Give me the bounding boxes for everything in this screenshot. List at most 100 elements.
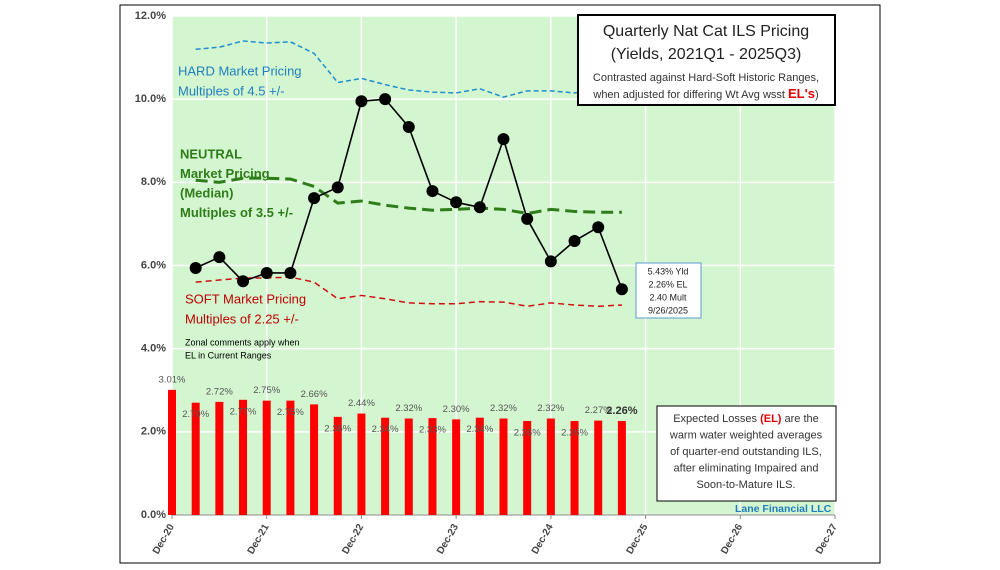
y-tick-label: 12.0% — [135, 10, 166, 22]
title-box — [577, 14, 836, 106]
point-marker — [237, 275, 250, 288]
bar — [168, 389, 176, 515]
el-note-part: Soon-to-Mature ILS. — [696, 479, 795, 491]
bar — [239, 399, 248, 515]
line — [195, 40, 622, 98]
el-note: of quarter-end outstanding ILS, — [670, 446, 822, 458]
bar-value-label: 2.34% — [372, 424, 399, 435]
chart-subtitle: when adjusted for differing Wt Avg wsst … — [592, 86, 818, 101]
bar-value-label: 2.75% — [253, 385, 280, 396]
el-note: after eliminating Impaired and — [674, 462, 819, 474]
y-tick-label: 6.0% — [141, 259, 166, 271]
point-marker — [450, 196, 463, 209]
point-marker — [284, 266, 297, 279]
bar-value-label: 2.26% — [561, 428, 588, 439]
soft-label: Multiples of 2.25 +/- — [185, 311, 299, 326]
bar — [475, 417, 484, 515]
bar — [452, 419, 461, 515]
bar — [381, 417, 390, 515]
y-tick-label: 10.0% — [135, 93, 166, 105]
el-note: Expected Losses (EL) are the — [673, 413, 819, 425]
bar-value-label: 2.70% — [182, 409, 209, 420]
bar-value-label: 2.66% — [301, 389, 328, 400]
chart-subtitle-part: EL's — [788, 86, 815, 101]
chart-subtitle-part: Contrasted against Hard-Soft Historic Ra… — [593, 72, 819, 84]
point-marker — [426, 185, 439, 198]
callout-text: 5.43% Yld — [648, 266, 689, 276]
soft-label: SOFT Market Pricing — [185, 291, 306, 306]
bar-value-label: 3.01% — [159, 374, 186, 385]
source: Lane Financial LLC — [735, 503, 832, 515]
neutral-label: Market Pricing — [180, 166, 270, 181]
el-note-part: (EL) — [760, 413, 782, 425]
bar — [357, 413, 366, 515]
chart-subtitle: Contrasted against Hard-Soft Historic Ra… — [593, 72, 819, 84]
chart-title: (Yields, 2021Q1 - 2025Q3) — [611, 46, 802, 63]
bar — [215, 401, 224, 515]
point-marker — [355, 95, 368, 108]
point-marker — [308, 192, 321, 205]
el-note-part: of quarter-end outstanding ILS, — [670, 446, 822, 458]
el-note-part: after eliminating Impaired and — [674, 462, 819, 474]
point-marker — [497, 133, 510, 146]
bar — [523, 421, 532, 515]
point-marker — [544, 255, 557, 268]
el-note: warm water weighted averages — [669, 429, 823, 441]
bar-value-label: 2.26% — [514, 428, 541, 439]
point-marker — [189, 261, 202, 274]
point-marker — [213, 251, 226, 264]
y-tick-label: 0.0% — [141, 509, 166, 521]
callout-text: 9/26/2025 — [648, 305, 688, 315]
el-note-box — [656, 405, 837, 502]
bar-value-label: 2.30% — [443, 404, 470, 415]
bar — [499, 418, 508, 515]
point-marker — [473, 201, 486, 214]
bar-value-label: 2.75% — [277, 407, 304, 418]
callout-text: 2.26% EL — [648, 279, 687, 289]
point-marker — [592, 221, 605, 234]
bar — [191, 402, 200, 515]
point-marker — [260, 266, 273, 279]
point-marker — [379, 93, 392, 106]
callout-box — [635, 262, 702, 319]
bar — [404, 418, 413, 515]
bar-value-label: 2.27% — [585, 405, 612, 416]
point-marker — [568, 234, 581, 247]
zonal-note: EL in Current Ranges — [185, 350, 272, 360]
el-note-part: Expected Losses — [673, 413, 760, 425]
hard-label: HARD Market Pricing — [178, 63, 302, 78]
neutral-label: (Median) — [180, 185, 233, 200]
bar-value-label: 2.32% — [537, 403, 564, 414]
bar-value-label: 2.44% — [348, 398, 375, 409]
bar-value-label: 2.77% — [230, 406, 257, 417]
bar — [262, 400, 271, 515]
el-note-part: warm water weighted averages — [669, 429, 823, 441]
bar — [570, 421, 579, 515]
y-tick-label: 4.0% — [141, 343, 166, 355]
point-marker — [402, 121, 415, 134]
callout-text: 2.40 Mult — [649, 292, 687, 302]
point-marker — [521, 212, 534, 225]
y-tick-label: 2.0% — [141, 426, 166, 438]
neutral-label: NEUTRAL — [180, 146, 242, 161]
el-note: Soon-to-Mature ILS. — [696, 479, 795, 491]
annotations: HARD Market Pricing Multiples of 4.5 +/- N… — [178, 14, 837, 515]
zonal-note: Zonal comments apply when — [185, 337, 300, 347]
bar-value-label: 2.32% — [490, 403, 517, 414]
hard-label: Multiples of 4.5 +/- — [178, 83, 285, 98]
bar — [617, 421, 626, 515]
el-note-part: are the — [781, 413, 818, 425]
y-tick-label: 8.0% — [141, 176, 166, 188]
bar-value-label: 2.26% — [606, 405, 637, 417]
chart-title: Quarterly Nat Cat ILS Pricing — [603, 23, 809, 40]
chart-subtitle-part: ) — [815, 89, 819, 101]
bar — [546, 418, 555, 515]
chart-subtitle-part: when adjusted for differing Wt Avg wsst — [592, 89, 788, 101]
bar — [310, 404, 319, 515]
bar — [286, 400, 295, 515]
bar — [333, 416, 342, 515]
line — [195, 176, 622, 216]
bar-value-label: 2.32% — [395, 403, 422, 414]
